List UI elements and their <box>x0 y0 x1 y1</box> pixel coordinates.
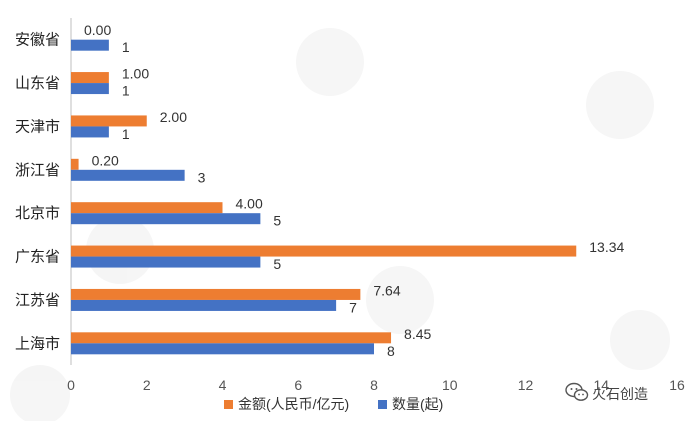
data-label-amount: 13.34 <box>589 239 624 255</box>
data-label-count: 8 <box>387 343 395 359</box>
data-label-amount: 2.00 <box>160 109 187 125</box>
category-label: 浙江省 <box>15 162 60 179</box>
category-label: 江苏省 <box>15 292 60 309</box>
bar-amount <box>71 332 392 344</box>
data-label-amount: 1.00 <box>122 66 149 82</box>
bar-amount <box>71 72 109 84</box>
legend-swatch <box>224 400 233 409</box>
category-label: 山东省 <box>15 75 60 92</box>
data-label-amount: 4.00 <box>236 196 263 212</box>
labels-layer: 上海市 8.45 8 江苏省 7.64 7 广东省 13.34 5 北京市 4.00 5 浙江省 0.20… <box>15 22 625 359</box>
watermark-text: 火石创造 <box>592 386 648 402</box>
legend-label: 金额(人民币/亿元) <box>238 396 349 412</box>
x-tick-label: 10 <box>442 377 458 393</box>
category-label: 安徽省 <box>15 32 60 49</box>
data-label-count: 1 <box>122 39 130 55</box>
data-label-count: 5 <box>273 213 281 229</box>
bar-amount <box>71 158 79 170</box>
bar-count <box>71 256 261 268</box>
bar-count <box>71 169 185 181</box>
data-label-amount: 0.20 <box>92 152 119 168</box>
bar-amount <box>71 245 577 257</box>
bar-amount <box>71 115 147 127</box>
x-tick-label: 2 <box>143 377 151 393</box>
bar-count <box>71 83 109 95</box>
x-tick-label: 4 <box>219 377 227 393</box>
category-label: 广东省 <box>15 249 60 266</box>
bar-count <box>71 343 374 355</box>
x-tick-label: 16 <box>669 377 685 393</box>
bar-count <box>71 126 109 138</box>
x-tick-label: 12 <box>518 377 534 393</box>
x-tick-label: 6 <box>294 377 302 393</box>
bar-amount <box>71 288 361 300</box>
x-tick-label: 14 <box>593 377 609 393</box>
bars-layer <box>71 39 577 355</box>
watermark: 火石创造 <box>565 382 648 402</box>
bar-count <box>71 213 261 225</box>
legend: 金额(人民币/亿元) 数量(起) <box>224 396 443 412</box>
x-tick-label: 0 <box>67 377 75 393</box>
bar-count <box>71 39 109 51</box>
category-label: 天津市 <box>15 118 60 135</box>
x-tick-label: 8 <box>370 377 378 393</box>
category-label: 上海市 <box>15 335 60 352</box>
wechat-icon <box>565 382 589 401</box>
bar-count <box>71 299 337 311</box>
bar-amount <box>71 202 223 214</box>
data-label-amount: 7.64 <box>373 282 400 298</box>
category-label: 北京市 <box>15 205 60 222</box>
background-watermark-logos <box>10 28 670 425</box>
data-label-count: 3 <box>198 169 206 185</box>
data-label-count: 7 <box>349 299 357 315</box>
data-label-count: 5 <box>273 256 281 272</box>
data-label-amount: 0.00 <box>84 22 111 38</box>
data-label-count: 1 <box>122 126 130 142</box>
data-label-count: 1 <box>122 83 130 99</box>
legend-label: 数量(起) <box>392 396 443 412</box>
legend-swatch <box>378 400 387 409</box>
data-label-amount: 8.45 <box>404 326 431 342</box>
